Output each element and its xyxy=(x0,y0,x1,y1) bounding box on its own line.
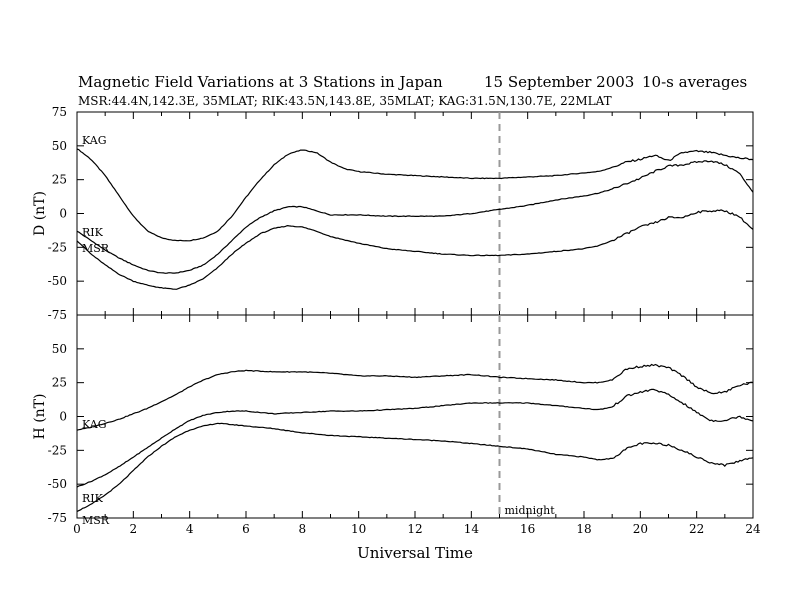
x-tick-label: 14 xyxy=(464,522,480,536)
y-tick-label: 75 xyxy=(52,105,67,119)
h-kag-label: KAG xyxy=(82,418,107,431)
h-msr-label: MSR xyxy=(82,514,110,527)
x-tick-label: 22 xyxy=(689,522,704,536)
x-tick-label: 6 xyxy=(242,522,250,536)
d-msr-label: MSR xyxy=(82,242,110,255)
y-tick-label: -75 xyxy=(48,308,67,322)
d-axis-label: D (nT) xyxy=(32,191,48,236)
x-tick-label: 18 xyxy=(576,522,591,536)
y-tick-label: 50 xyxy=(52,139,67,153)
stations-info: MSR:44.4N,142.3E, 35MLAT; RIK:43.5N,143.… xyxy=(78,94,612,108)
x-tick-label: 12 xyxy=(407,522,422,536)
y-tick-label: -75 xyxy=(48,511,67,525)
x-tick-label: 4 xyxy=(186,522,194,536)
h-rik-label: RIK xyxy=(82,492,104,505)
averaging-note: 10-s averages xyxy=(642,73,748,91)
d-rik-label: RIK xyxy=(82,226,104,239)
y-tick-label: -25 xyxy=(48,443,67,457)
x-tick-label: 10 xyxy=(351,522,366,536)
y-tick-label: 25 xyxy=(52,376,67,390)
y-tick-label: -50 xyxy=(48,274,67,288)
y-tick-label: 50 xyxy=(52,342,67,356)
chart-date: 15 September 2003 xyxy=(484,73,635,91)
d-msr-line xyxy=(76,209,754,290)
midnight-label: midnight xyxy=(505,504,556,517)
h-kag-line xyxy=(76,363,754,431)
h-panel-frame xyxy=(76,314,754,519)
y-tick-label: 25 xyxy=(52,173,67,187)
h-msr-line xyxy=(76,422,754,513)
chart-title: Magnetic Field Variations at 3 Stations … xyxy=(78,73,443,91)
x-tick-label: 0 xyxy=(73,522,81,536)
y-tick-label: 0 xyxy=(59,207,67,221)
x-tick-label: 16 xyxy=(520,522,535,536)
d-rik-line xyxy=(76,160,754,274)
y-tick-label: 0 xyxy=(59,410,67,424)
d-kag-line xyxy=(76,148,754,242)
d-panel-frame xyxy=(76,111,754,316)
x-tick-label: 2 xyxy=(130,522,138,536)
h-axis-label: H (nT) xyxy=(32,394,48,440)
x-tick-label: 20 xyxy=(633,522,648,536)
y-tick-label: -25 xyxy=(48,240,67,254)
x-tick-label: 24 xyxy=(745,522,761,536)
y-tick-label: -50 xyxy=(48,477,67,491)
h-rik-line xyxy=(76,388,754,488)
x-tick-label: 8 xyxy=(299,522,307,536)
x-axis-label: Universal Time xyxy=(357,544,473,562)
d-kag-label: KAG xyxy=(82,134,107,147)
